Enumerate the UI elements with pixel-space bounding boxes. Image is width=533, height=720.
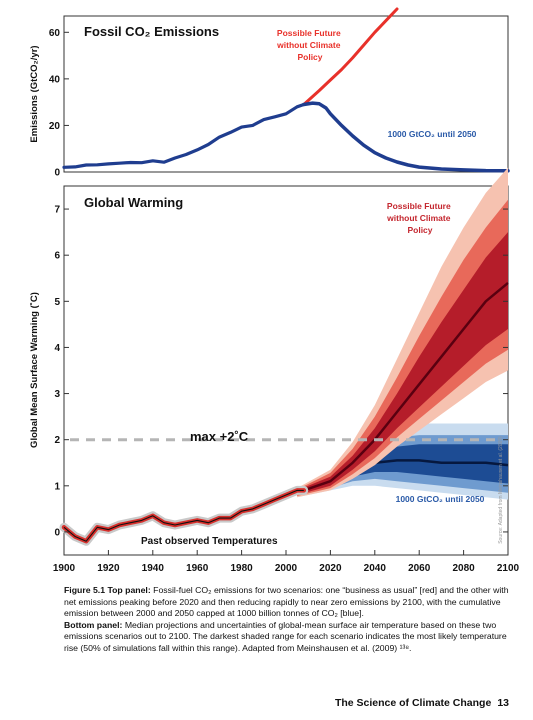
caption-top-label: Figure 5.1 Top panel: bbox=[64, 585, 151, 595]
x-axis-ticks: 1900 1920 1940 1960 1980 2000 2020 2040 2060 2080… bbox=[53, 550, 520, 574]
bottom-y-tick-label: 7 bbox=[54, 205, 60, 216]
caption-bottom-text: Median projections and uncertainties of … bbox=[64, 619, 507, 653]
x-tick-label: 1940 bbox=[142, 563, 165, 574]
top-panel: 0 20 40 60 Fossil CO₂ Emissions Emissions (… bbox=[29, 7, 510, 179]
x-tick-label: 2060 bbox=[408, 563, 431, 574]
bottom-annotation-red-line3: Policy bbox=[407, 225, 432, 235]
x-tick-label: 2100 bbox=[497, 563, 520, 574]
top-y-tick-label: 20 bbox=[49, 121, 61, 132]
top-annotation-red-line3: Policy bbox=[297, 52, 322, 62]
top-panel-frame bbox=[63, 15, 509, 173]
bottom-title: Global Warming bbox=[84, 195, 183, 210]
no-policy-median-line bbox=[296, 281, 509, 494]
bottom-y-tick-label: 3 bbox=[54, 389, 60, 400]
top-observed-line bbox=[62, 102, 306, 169]
source-note: Source: Adapted from Meinshausen et al. … bbox=[498, 436, 504, 544]
top-1000gt-line bbox=[302, 101, 510, 173]
x-tick-label: 1980 bbox=[230, 563, 253, 574]
caption-top-text: Fossil-fuel CO₂ emissions for two scenar… bbox=[64, 585, 509, 619]
caption-bottom-label: Bottom panel: bbox=[64, 619, 123, 630]
top-no-policy-line bbox=[302, 7, 399, 106]
bottom-y-tick-label: 5 bbox=[54, 297, 60, 308]
bottom-annotation-red-line2: without Climate bbox=[386, 213, 451, 223]
observed-temperatures bbox=[59, 485, 309, 546]
top-annotation-red-line1: Possible Future bbox=[277, 28, 341, 38]
bottom-y-tick-label: 1 bbox=[54, 481, 60, 492]
x-tick-label: 1960 bbox=[186, 563, 209, 574]
footer-title: The Science of Climate Change bbox=[334, 697, 492, 709]
bottom-y-ticks: 0 1 2 3 4 5 6 7 bbox=[54, 205, 508, 538]
bottom-y-tick-label: 0 bbox=[54, 527, 60, 538]
bottom-y-tick-label: 6 bbox=[54, 251, 60, 262]
bottom-y-tick-label: 4 bbox=[54, 343, 60, 354]
x-tick-label: 2020 bbox=[319, 563, 342, 574]
warming-bands bbox=[296, 167, 509, 500]
threshold-label: max +2˚C bbox=[190, 429, 249, 444]
1000gt-band-50 bbox=[297, 444, 508, 495]
bottom-y-tick-label: 2 bbox=[54, 435, 60, 446]
top-annotation-blue: 1000 GtCO₂ until 2050 bbox=[388, 129, 477, 139]
page-footer: The Science of Climate Change 13 bbox=[329, 697, 509, 709]
observed-temperature-line bbox=[63, 489, 304, 542]
bottom-annotation-blue: 1000 GtCO₂ until 2050 bbox=[396, 494, 485, 504]
x-tick-label: 1900 bbox=[53, 563, 76, 574]
top-y-tick-label: 40 bbox=[49, 74, 61, 85]
top-y-axis-label: Emissions (GtCO₂/yr) bbox=[29, 45, 40, 142]
page-number: 13 bbox=[497, 697, 509, 709]
x-tick-label: 2000 bbox=[275, 563, 298, 574]
no-policy-band-80 bbox=[297, 199, 508, 497]
top-series bbox=[62, 7, 510, 173]
no-policy-band-50 bbox=[297, 232, 508, 495]
top-annotation-red: Possible Future without Climate Policy bbox=[276, 28, 343, 62]
figure-caption: Figure 5.1 Top panel: Fossil-fuel CO₂ em… bbox=[64, 585, 512, 655]
bottom-y-axis-label: Global Mean Surface Warming (˚C) bbox=[29, 292, 40, 448]
bottom-annotation-red-line1: Possible Future bbox=[387, 201, 451, 211]
x-tick-label: 2080 bbox=[452, 563, 475, 574]
bottom-annotation-red: Possible Future without Climate Policy bbox=[386, 201, 453, 235]
top-annotation-red-line2: without Climate bbox=[276, 40, 341, 50]
x-tick-label: 1920 bbox=[97, 563, 120, 574]
bottom-panel: 0 1 2 3 4 5 6 7 1900 1920 1940 1960 1980 2000 2020 204… bbox=[29, 167, 520, 574]
top-y-tick-label: 60 bbox=[49, 28, 61, 39]
no-policy-band-full bbox=[297, 167, 508, 498]
x-tick-label: 2040 bbox=[364, 563, 387, 574]
top-y-ticks: 0 20 40 60 bbox=[49, 28, 69, 179]
top-title: Fossil CO₂ Emissions bbox=[84, 24, 219, 39]
observed-label: Past observed Temperatures bbox=[141, 536, 278, 547]
top-y-tick-label: 0 bbox=[54, 168, 60, 179]
